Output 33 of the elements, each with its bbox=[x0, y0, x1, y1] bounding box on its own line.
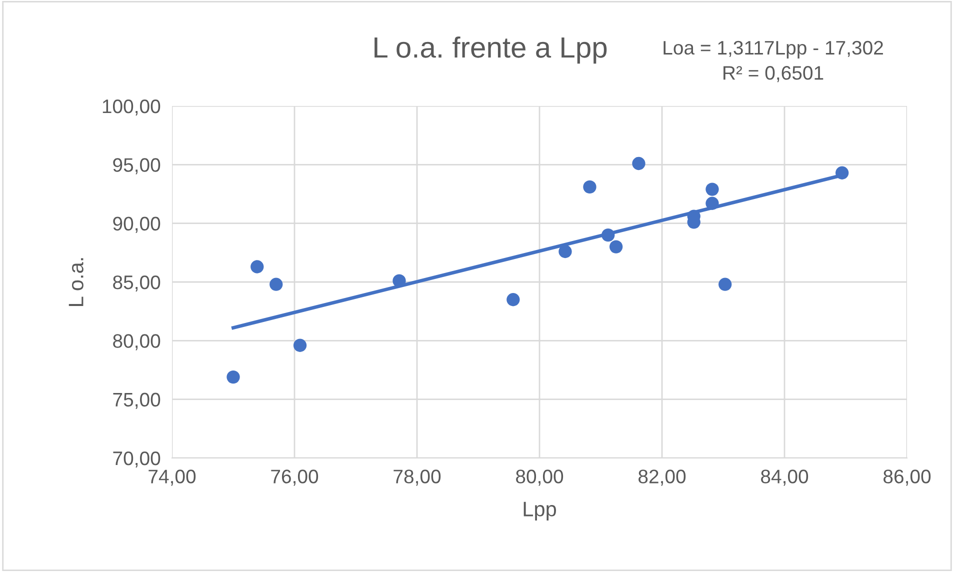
point bbox=[250, 260, 264, 274]
point bbox=[270, 278, 283, 291]
x-tick-label: 84,00 bbox=[761, 470, 808, 486]
point bbox=[602, 228, 615, 242]
y-tick-label: 75,00 bbox=[113, 392, 160, 409]
y-axis-title: L o.a. bbox=[68, 258, 84, 306]
y-tick-label: 95,00 bbox=[113, 158, 160, 174]
chart-title: L o.a. frente a Lpp bbox=[374, 36, 607, 64]
point bbox=[835, 166, 849, 180]
y-tick-label: 85,00 bbox=[113, 275, 160, 292]
x-tick-label: 78,00 bbox=[394, 470, 441, 486]
y-tick-label: 80,00 bbox=[113, 334, 160, 350]
x-tick-label: 76,00 bbox=[271, 470, 318, 486]
point bbox=[506, 293, 520, 306]
x-tick-label: 82,00 bbox=[638, 470, 686, 486]
point bbox=[706, 196, 719, 210]
x-axis-title: Lpp bbox=[524, 502, 556, 521]
text: Loa = 1,3117Lpp - 17,302 R² = 0,6501 bbox=[664, 40, 883, 82]
x-tick-label: 86,00 bbox=[884, 470, 931, 486]
point bbox=[293, 338, 307, 352]
x-tick-label: 80,00 bbox=[516, 470, 564, 486]
point bbox=[632, 156, 646, 170]
y-tick-label: 100,00 bbox=[102, 99, 160, 116]
y-tick-label: 70,00 bbox=[113, 451, 160, 468]
point bbox=[558, 244, 572, 258]
y-tick-label: 90,00 bbox=[113, 216, 160, 233]
point bbox=[609, 240, 623, 254]
point bbox=[583, 180, 596, 194]
x-tick-label: 74,00 bbox=[148, 470, 196, 486]
point bbox=[718, 278, 732, 291]
point bbox=[226, 370, 240, 384]
point bbox=[706, 182, 719, 196]
point bbox=[392, 274, 406, 288]
